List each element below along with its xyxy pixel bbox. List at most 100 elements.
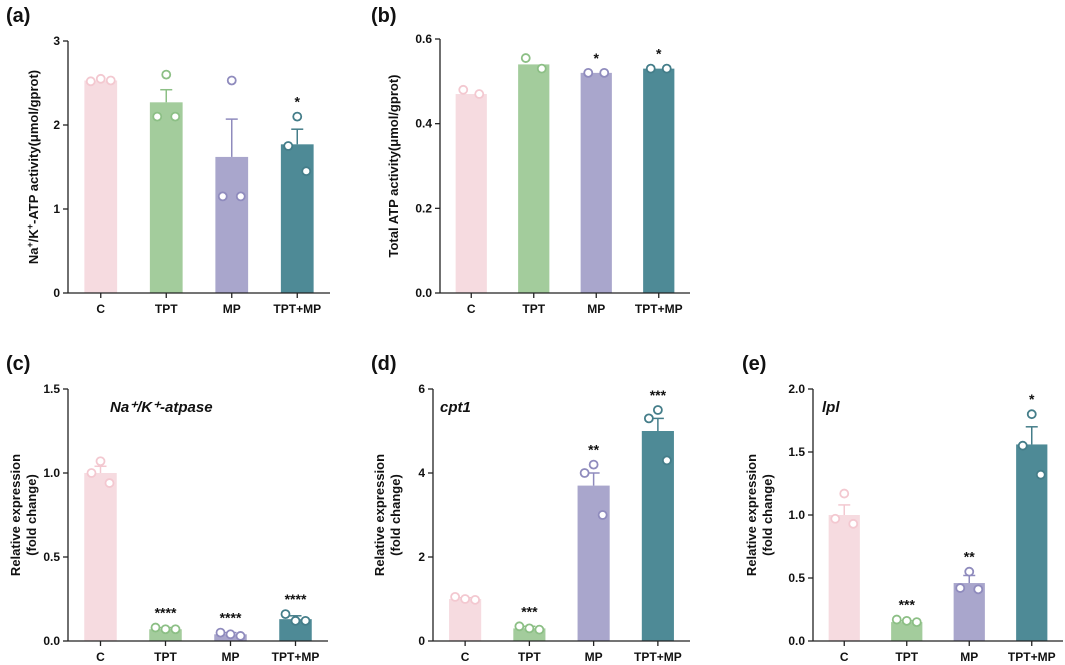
- data-point: [955, 583, 966, 593]
- data-point: [170, 624, 181, 635]
- panel-c: (c) C **** TPT **** MP **** TPT+MP 0.0 0.5 1.0 1.5 R…: [6, 353, 328, 664]
- data-point: [524, 623, 535, 634]
- bar-c: [828, 515, 860, 641]
- data-point: [105, 75, 116, 86]
- data-point: [973, 584, 984, 595]
- data-point: [290, 615, 301, 626]
- category-label: MP: [223, 302, 241, 316]
- bar-tpt-plus-mp: [280, 144, 314, 293]
- y-tick-label: 3: [53, 34, 60, 48]
- data-point: [301, 166, 312, 177]
- data-point: [292, 111, 303, 122]
- y-tick-label: 0.0: [43, 634, 60, 648]
- category-label: C: [467, 302, 476, 316]
- significance-label: ***: [521, 603, 538, 619]
- bar-tpt-plus-mp: [643, 68, 675, 293]
- data-point: [152, 111, 163, 122]
- bar-mp: [577, 485, 610, 641]
- data-point: [964, 566, 975, 577]
- panel-label: (c): [6, 353, 30, 375]
- data-point: [891, 614, 902, 625]
- data-point: [536, 63, 547, 74]
- data-point: [161, 69, 172, 80]
- significance-label: ***: [650, 387, 667, 403]
- panel-d: (d) C *** TPT ** MP *** TPT+MP 0 2 4 6 Relative expr…: [371, 353, 690, 664]
- y-tick-label: 0.5: [43, 550, 60, 564]
- data-point: [95, 73, 106, 84]
- data-point: [1017, 440, 1028, 451]
- y-tick-label: 2.0: [788, 382, 805, 396]
- y-axis-label: Total ATP activity(μmol/gprot): [386, 75, 401, 258]
- y-tick-label: 1.5: [43, 382, 60, 396]
- bar-tpt: [518, 64, 550, 294]
- data-point: [85, 76, 96, 87]
- data-point: [160, 624, 171, 635]
- significance-label: ****: [285, 591, 307, 607]
- y-tick-label: 1.0: [43, 466, 60, 480]
- data-point: [661, 455, 672, 466]
- data-point: [86, 468, 97, 478]
- y-tick-label: 0.5: [788, 571, 805, 585]
- data-point: [458, 84, 469, 95]
- category-label: TPT+MP: [635, 302, 683, 316]
- category-label: MP: [960, 650, 978, 664]
- data-point: [534, 624, 545, 635]
- y-axis-label: Relative expression(fold change): [372, 454, 403, 576]
- significance-label: *: [1029, 391, 1035, 407]
- significance-label: **: [588, 442, 599, 458]
- data-point: [1026, 409, 1037, 420]
- data-point: [514, 621, 525, 632]
- significance-label: **: [964, 549, 975, 565]
- bar-tpt: [149, 629, 182, 641]
- bar-c: [455, 94, 487, 294]
- category-label: MP: [587, 302, 605, 316]
- data-point: [661, 63, 672, 74]
- data-point: [830, 513, 841, 524]
- y-tick-label: 2: [53, 118, 60, 132]
- data-point: [150, 622, 161, 633]
- bar-mp: [580, 72, 612, 293]
- bar-tpt: [149, 102, 183, 293]
- data-point: [470, 594, 481, 605]
- data-point: [1035, 469, 1046, 480]
- significance-label: *: [656, 46, 662, 62]
- bar-tpt: [891, 622, 923, 641]
- data-point: [300, 615, 311, 626]
- data-point: [474, 89, 485, 99]
- data-point: [520, 53, 531, 63]
- category-label: TPT: [155, 302, 178, 316]
- y-tick-label: 6: [418, 382, 425, 396]
- data-point: [283, 141, 294, 151]
- data-point: [645, 63, 656, 74]
- data-point: [643, 413, 654, 424]
- data-point: [235, 631, 246, 641]
- significance-label: ****: [220, 610, 242, 626]
- category-label: TPT: [522, 302, 545, 316]
- data-point: [215, 627, 226, 638]
- y-tick-label: 0: [53, 286, 60, 300]
- y-tick-label: 0.0: [415, 286, 432, 300]
- data-point: [450, 592, 461, 602]
- bar-c: [84, 473, 117, 641]
- data-point: [280, 609, 291, 620]
- significance-label: *: [594, 50, 600, 66]
- data-point: [839, 488, 850, 499]
- category-label: MP: [585, 650, 603, 664]
- category-label: TPT+MP: [1008, 650, 1056, 664]
- data-point: [460, 594, 471, 604]
- category-label: TPT+MP: [273, 302, 321, 316]
- category-label: TPT: [895, 650, 918, 664]
- bar-c: [449, 599, 482, 641]
- data-point: [583, 67, 594, 78]
- bar-c: [84, 80, 118, 293]
- panel-b: (b) C TPT * MP * TPT+MP 0.0 0.2 0.4 0.6 Total ATP a…: [371, 5, 690, 316]
- y-tick-label: 0.0: [788, 634, 805, 648]
- y-tick-label: 1.0: [788, 508, 805, 522]
- y-tick-label: 1.5: [788, 445, 805, 459]
- data-point: [652, 405, 663, 415]
- data-point: [170, 111, 181, 122]
- y-axis-label: Na+/K+-ATP activity(μmol/gprot): [25, 70, 41, 264]
- data-point: [225, 629, 236, 640]
- category-label: C: [840, 650, 849, 664]
